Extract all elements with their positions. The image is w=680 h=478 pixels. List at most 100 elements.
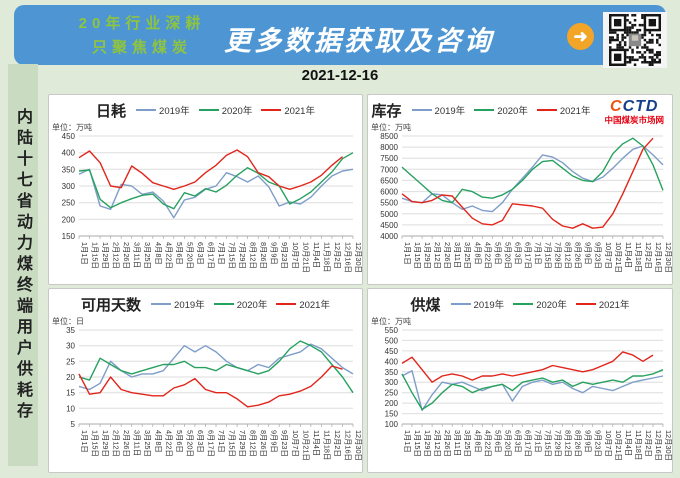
svg-text:8月12日: 8月12日 (249, 430, 258, 457)
svg-text:10月21日: 10月21日 (301, 242, 310, 273)
svg-text:9月9日: 9月9日 (270, 430, 279, 453)
svg-text:5月20日: 5月20日 (503, 242, 512, 269)
svg-text:7月29日: 7月29日 (554, 430, 563, 457)
legend-item-2020年: 2020年 (198, 103, 253, 117)
legend-item-2021年: 2021年 (276, 297, 330, 311)
legend-line-icon (261, 109, 282, 111)
svg-text:4月22日: 4月22日 (164, 430, 173, 457)
legend-label: 2020年 (536, 300, 567, 311)
svg-text:5月20日: 5月20日 (185, 430, 194, 457)
legend-item-2020年: 2020年 (474, 103, 528, 117)
svg-text:4月8日: 4月8日 (154, 242, 163, 265)
svg-text:10月7日: 10月7日 (604, 430, 613, 457)
legend-label: 2019年 (174, 300, 205, 311)
svg-text:250: 250 (62, 199, 76, 208)
svg-text:7月1日: 7月1日 (217, 430, 226, 453)
chart-title-daily-consumption: 日耗 (96, 102, 127, 120)
svg-text:11月4日: 11月4日 (624, 242, 633, 268)
legend-daily-consumption: 2019年 2020年 2021年 (136, 103, 315, 117)
svg-text:10月21日: 10月21日 (301, 430, 310, 461)
legend-item-2020年: 2020年 (513, 297, 567, 311)
svg-text:9月23日: 9月23日 (594, 242, 603, 269)
svg-text:2月12日: 2月12日 (112, 430, 121, 457)
svg-text:10月21日: 10月21日 (614, 430, 623, 461)
svg-text:1月15日: 1月15日 (91, 242, 100, 269)
legend-line-icon (276, 303, 297, 305)
svg-text:4月8日: 4月8日 (473, 430, 482, 453)
banner-tagline: 20年行业深耕 只聚焦煤炭 (52, 12, 232, 60)
report-date: 2021-12-16 (301, 67, 379, 84)
svg-text:2月26日: 2月26日 (443, 430, 452, 457)
svg-text:9月23日: 9月23日 (594, 430, 603, 457)
legend-label: 2020年 (236, 300, 268, 311)
svg-text:5月6日: 5月6日 (493, 430, 502, 453)
svg-text:2月26日: 2月26日 (122, 242, 131, 269)
svg-text:8000: 8000 (380, 143, 398, 152)
svg-text:3月11日: 3月11日 (133, 242, 142, 268)
svg-text:500: 500 (385, 336, 399, 345)
sidebar-vertical-banner: 内陆十七省动力煤终端用户供耗存 (8, 64, 38, 466)
legend-item-2021年: 2021年 (261, 103, 315, 117)
svg-text:1月1日: 1月1日 (80, 242, 89, 265)
svg-text:7000: 7000 (380, 165, 398, 174)
svg-text:10: 10 (66, 404, 75, 413)
chart-title-available-days: 可用天数 (81, 296, 142, 314)
svg-text:550: 550 (385, 326, 399, 335)
legend-coal-supply: 2019年 2020年 2021年 (450, 297, 629, 311)
legend-label: 2019年 (473, 300, 505, 311)
svg-text:12月16日: 12月16日 (654, 242, 663, 273)
svg-text:5000: 5000 (380, 210, 398, 219)
svg-text:11月18日: 11月18日 (634, 430, 643, 460)
svg-text:300: 300 (385, 378, 399, 387)
svg-text:350: 350 (62, 165, 76, 174)
legend-item-2021年: 2021年 (536, 103, 590, 117)
svg-text:3月25日: 3月25日 (143, 242, 152, 269)
svg-text:12月2日: 12月2日 (333, 430, 342, 457)
chart-title-coal-supply: 供煤 (410, 296, 441, 314)
svg-text:25: 25 (66, 357, 75, 366)
cctd-logo-ctd: CTD (622, 98, 659, 115)
legend-label: 2019年 (159, 106, 190, 117)
svg-text:3月25日: 3月25日 (463, 430, 472, 457)
svg-text:7月1日: 7月1日 (217, 242, 226, 265)
svg-text:100: 100 (385, 420, 399, 429)
svg-text:4月22日: 4月22日 (164, 242, 173, 269)
sidebar-vertical-text: 内陆十七省动力煤终端用户供耗存 (14, 107, 33, 423)
svg-text:12月16日: 12月16日 (344, 242, 353, 273)
svg-text:11月18日: 11月18日 (322, 242, 331, 272)
svg-text:8月26日: 8月26日 (259, 430, 268, 457)
svg-text:6000: 6000 (380, 188, 398, 197)
svg-text:1月29日: 1月29日 (423, 430, 432, 457)
svg-text:3月11日: 3月11日 (453, 430, 462, 456)
svg-text:3月11日: 3月11日 (453, 242, 462, 268)
svg-text:8月12日: 8月12日 (564, 430, 573, 457)
legend-line-icon (536, 109, 557, 111)
svg-text:5月20日: 5月20日 (503, 430, 512, 457)
svg-text:200: 200 (385, 399, 399, 408)
svg-text:10月7日: 10月7日 (604, 242, 613, 269)
svg-text:12月16日: 12月16日 (654, 430, 663, 461)
svg-text:20: 20 (66, 373, 75, 382)
svg-text:1月15日: 1月15日 (413, 430, 422, 457)
chart-panel-daily-consumption: 日耗 2019年 2020年 2021年 单位：万吨 450 400 350 300 250 2… (48, 94, 363, 285)
legend-item-2019年: 2019年 (136, 103, 190, 117)
svg-text:单位：万吨: 单位：万吨 (371, 316, 411, 326)
chart-panel-available-days: 可用天数 2019年 2020年 2021年 单位：日 35 30 25 20 15 10 5 1月… (48, 288, 363, 473)
svg-text:6月3日: 6月3日 (196, 430, 205, 453)
legend-label: 2020年 (221, 106, 253, 117)
svg-text:12月2日: 12月2日 (333, 242, 342, 269)
svg-text:5500: 5500 (380, 199, 398, 208)
svg-text:11月4日: 11月4日 (624, 430, 633, 456)
svg-text:12月30日: 12月30日 (354, 430, 362, 461)
svg-text:12月30日: 12月30日 (664, 242, 672, 273)
chart-title-inventory: 库存 (371, 102, 402, 120)
svg-text:3月25日: 3月25日 (463, 242, 472, 269)
legend-label: 2019年 (434, 106, 466, 117)
svg-text:450: 450 (385, 347, 399, 356)
svg-text:10月21日: 10月21日 (614, 242, 623, 273)
svg-text:1月1日: 1月1日 (403, 242, 412, 265)
legend-item-2019年: 2019年 (151, 297, 205, 311)
svg-text:250: 250 (385, 389, 399, 398)
svg-text:400: 400 (62, 149, 76, 158)
